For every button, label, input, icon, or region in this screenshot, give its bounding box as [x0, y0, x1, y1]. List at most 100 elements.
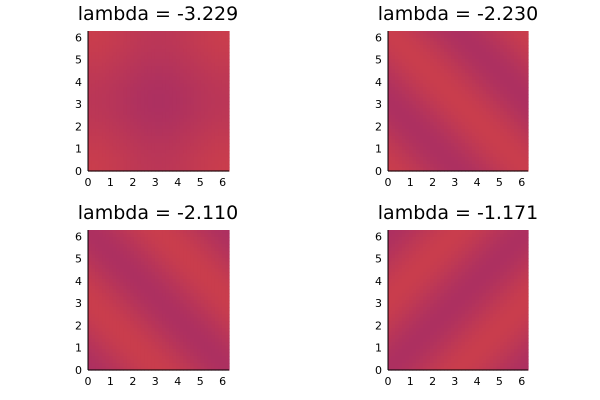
- heatmap-cell: [200, 356, 205, 361]
- heatmap-cell: [116, 118, 121, 123]
- heatmap-cell: [172, 286, 177, 291]
- heatmap-cell: [183, 310, 188, 315]
- heatmap-cell: [162, 122, 167, 127]
- heatmap-cell: [447, 80, 452, 85]
- heatmap-cell: [144, 342, 149, 347]
- heatmap-cell: [165, 356, 170, 361]
- heatmap-cell: [123, 345, 128, 350]
- heatmap-cell: [521, 139, 526, 144]
- heatmap-cell: [521, 41, 526, 46]
- heatmap-cell: [218, 80, 223, 85]
- heatmap-cell: [409, 104, 414, 109]
- heatmap-cell: [179, 90, 184, 95]
- heatmap-cell: [102, 282, 107, 287]
- heatmap-cell: [116, 55, 121, 60]
- heatmap-cell: [440, 230, 445, 235]
- heatmap-cell: [514, 125, 519, 130]
- heatmap-cell: [489, 87, 494, 92]
- heatmap-cell: [207, 356, 212, 361]
- heatmap-cell: [391, 52, 396, 57]
- heatmap-cell: [179, 104, 184, 109]
- heatmap-cell: [496, 118, 501, 123]
- heatmap-cell: [218, 150, 223, 155]
- heatmap-cell: [133, 94, 138, 99]
- heatmap-cell: [200, 129, 205, 134]
- heatmap-cell: [444, 230, 449, 235]
- heatmap-cell: [426, 48, 431, 53]
- heatmap-cell: [169, 164, 174, 169]
- heatmap-cell: [214, 118, 220, 123]
- heatmap-cell: [510, 66, 515, 71]
- heatmap-cell: [225, 258, 230, 263]
- heatmap-cell: [169, 146, 174, 151]
- heatmap-cell: [172, 31, 177, 36]
- heatmap-cell: [496, 94, 501, 99]
- heatmap-cell: [140, 352, 146, 357]
- heatmap-cell: [144, 317, 149, 322]
- heatmap-cell: [179, 275, 184, 280]
- heatmap-cell: [186, 164, 191, 169]
- heatmap-cell: [214, 125, 220, 130]
- heatmap-cell: [468, 66, 473, 71]
- heatmap-cell: [91, 55, 96, 60]
- heatmap-cell: [517, 150, 522, 155]
- heatmap-cell: [112, 307, 117, 312]
- heatmap-cell: [172, 101, 177, 106]
- heatmap-cell: [179, 129, 184, 134]
- heatmap-cell: [112, 48, 117, 53]
- heatmap-cell: [123, 338, 128, 343]
- heatmap-cell: [123, 342, 128, 347]
- heatmap-cell: [225, 307, 230, 312]
- heatmap-cell: [489, 45, 494, 50]
- heatmap-cell: [225, 97, 230, 102]
- heatmap-cell: [169, 307, 174, 312]
- heatmap-cell: [458, 115, 463, 120]
- heatmap-cell: [176, 129, 181, 134]
- heatmap-cell: [151, 240, 156, 245]
- heatmap-cell: [162, 331, 167, 336]
- heatmap-cell: [479, 41, 484, 46]
- heatmap-cell: [151, 286, 156, 291]
- heatmap-cell: [123, 331, 128, 336]
- heatmap-cell: [391, 125, 396, 130]
- heatmap-cell: [211, 261, 216, 266]
- heatmap-cell: [197, 321, 202, 326]
- heatmap-cell: [158, 73, 163, 78]
- heatmap-cell: [144, 115, 149, 120]
- heatmap-cell: [500, 111, 505, 116]
- heatmap-cell: [137, 129, 142, 134]
- heatmap-cell: [423, 69, 428, 74]
- heatmap-cell: [144, 59, 149, 64]
- heatmap-cell: [454, 143, 459, 148]
- heatmap-cell: [451, 111, 456, 116]
- heatmap-cell: [204, 251, 209, 256]
- heatmap-cell: [496, 108, 501, 113]
- heatmap-cell: [112, 310, 117, 315]
- heatmap-cell: [412, 157, 417, 162]
- heatmap-cell: [204, 55, 209, 60]
- heatmap-cell: [493, 233, 498, 238]
- heatmap-cell: [119, 261, 124, 266]
- heatmap-cell: [211, 115, 216, 120]
- heatmap-cell: [158, 300, 163, 305]
- heatmap-cell: [126, 261, 131, 266]
- heatmap-cell: [165, 335, 170, 340]
- heatmap-cell: [405, 233, 410, 238]
- heatmap-cell: [88, 317, 93, 322]
- heatmap-cell: [130, 345, 135, 350]
- heatmap-cell: [176, 34, 181, 39]
- heatmap-cell: [454, 153, 459, 158]
- heatmap-cell: [510, 104, 515, 109]
- heatmap-cell: [186, 118, 191, 123]
- heatmap-cell: [211, 132, 216, 137]
- heatmap-cell: [503, 45, 508, 50]
- heatmap-cell: [207, 331, 212, 336]
- heatmap-cell: [204, 59, 209, 64]
- heatmap-cell: [225, 233, 230, 238]
- heatmap-cell: [158, 261, 163, 266]
- heatmap-cell: [395, 83, 400, 88]
- heatmap-cell: [105, 366, 110, 371]
- heatmap-cell: [176, 233, 181, 238]
- heatmap-cell: [395, 118, 400, 123]
